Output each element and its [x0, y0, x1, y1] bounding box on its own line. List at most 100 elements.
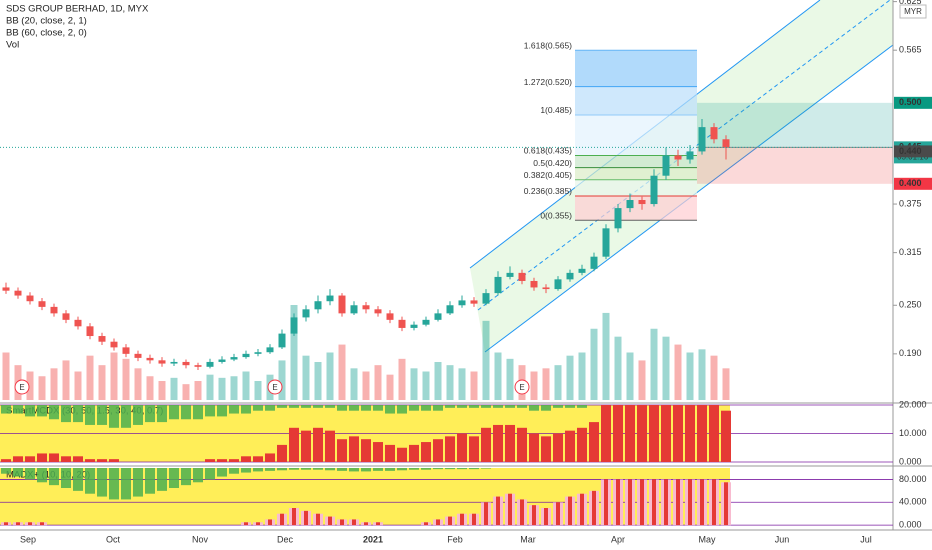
indicator-bar — [253, 456, 263, 462]
indicator-bar — [445, 468, 455, 470]
indicator-bar — [61, 405, 71, 423]
indicator-bar — [37, 468, 47, 483]
indicator-bar — [445, 436, 455, 462]
volume-bar — [2, 352, 10, 400]
indicator-bar — [313, 405, 323, 408]
volume-bar — [602, 312, 610, 400]
candle-body — [398, 319, 406, 328]
candle-body — [182, 361, 190, 366]
indicator-bar — [25, 468, 35, 480]
volume-bar — [662, 336, 670, 400]
indicator-bar — [625, 405, 635, 462]
indicator-bar — [145, 468, 155, 494]
indicator-bar — [628, 479, 632, 526]
indicator-bar — [73, 468, 83, 491]
candle-body — [710, 127, 718, 140]
candle-body — [206, 361, 214, 367]
indicator-bar — [217, 405, 227, 417]
indicator-bar — [337, 468, 347, 471]
indicator-bar — [73, 456, 83, 462]
indicator-bar — [241, 405, 251, 414]
volume-bar — [434, 362, 442, 400]
indicator-bar — [721, 410, 731, 462]
volume-bar — [362, 371, 370, 400]
indicator-bar — [517, 405, 527, 408]
indicator-bar — [316, 513, 320, 526]
indicator-bar — [85, 405, 95, 425]
indicator-bar — [457, 433, 467, 462]
candle-body — [590, 256, 598, 269]
volume-bar — [590, 328, 598, 400]
candle-body — [146, 357, 154, 361]
indicator-bar — [373, 468, 383, 471]
volume-bar — [398, 358, 406, 400]
x-tick-label: Nov — [192, 534, 209, 544]
indicator-bar — [364, 522, 368, 526]
volume-bar — [170, 377, 178, 400]
indicator-bar — [289, 427, 299, 462]
candle-body — [446, 305, 454, 314]
indicator-bar — [304, 510, 308, 526]
indicator-bar — [268, 519, 272, 526]
event-marker — [514, 379, 530, 395]
indicator-bar — [253, 468, 263, 472]
fib-label: 1(0.485) — [540, 105, 572, 115]
position-target — [697, 102, 893, 148]
indicator-bar — [61, 468, 71, 488]
candle-body — [254, 352, 262, 354]
indicator-bar — [580, 493, 584, 526]
indicator-bar — [424, 522, 428, 526]
indicator-bar — [97, 459, 107, 462]
indicator-bar — [469, 405, 479, 408]
indicator-bar — [193, 405, 203, 420]
candle-body — [458, 300, 466, 306]
candle-body — [242, 353, 250, 358]
indicator-bar — [301, 430, 311, 462]
price-badge — [894, 177, 932, 190]
indicator-bar — [532, 505, 536, 526]
indicator-bar — [313, 427, 323, 462]
indicator-bar — [205, 405, 215, 417]
indicator-bar — [493, 405, 503, 408]
candle-body — [530, 280, 538, 288]
indicator-bar — [277, 444, 287, 462]
fib-band — [575, 195, 697, 221]
indicator-bar — [13, 468, 23, 477]
indicator-bar — [361, 439, 371, 462]
indicator-bar — [301, 405, 311, 408]
indicator-bar — [265, 468, 275, 471]
price-badge-label: 0.440 — [899, 146, 922, 156]
volume-bar — [278, 360, 286, 400]
volume-bar — [614, 336, 622, 400]
indicator-bar — [37, 453, 47, 462]
indicator-bar — [277, 468, 287, 471]
volume-bar — [458, 368, 466, 400]
event-marker — [14, 379, 30, 395]
indicator-bar — [457, 468, 467, 470]
indicator-bar — [661, 405, 671, 462]
indicator-bar — [325, 405, 335, 408]
legend-item: BB (20, close, 2, 1) — [6, 16, 87, 27]
indicator-bar — [244, 522, 248, 526]
candle-body — [698, 127, 706, 152]
indicator-bar — [565, 430, 575, 462]
indicator-bar — [217, 459, 227, 462]
indicator-bar — [676, 479, 680, 526]
indicator-bar — [529, 433, 539, 462]
indicator-bar — [16, 522, 20, 526]
indicator-bar — [1, 405, 11, 414]
candle-body — [194, 365, 202, 367]
indicator-bar — [556, 502, 560, 526]
y-tick-label: 80.000 — [899, 474, 927, 484]
volume-bar — [182, 384, 190, 400]
volume-bar — [674, 344, 682, 400]
indicator-bar — [40, 522, 44, 526]
indicator-bar — [1, 468, 11, 474]
indicator-bar — [409, 405, 419, 411]
volume-bar — [26, 371, 34, 400]
indicator-bar — [97, 405, 107, 425]
indicator-bar — [169, 405, 179, 420]
candle-body — [2, 287, 10, 291]
event-label: E — [19, 383, 24, 392]
candle-body — [494, 276, 502, 294]
